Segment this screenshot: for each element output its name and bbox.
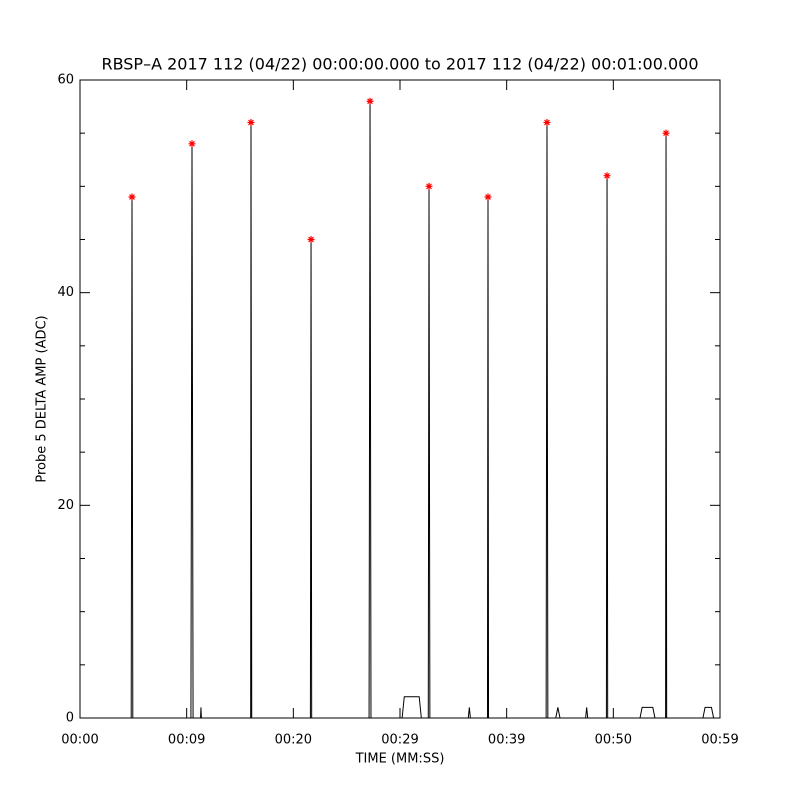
plot-frame <box>79 79 721 719</box>
peak-marker <box>543 119 551 127</box>
y-tick-label: 60 <box>57 73 74 88</box>
data-line <box>80 101 720 719</box>
peak-marker <box>128 193 136 201</box>
chart-title: RBSP–A 2017 112 (04/22) 00:00:00.000 to … <box>101 55 698 74</box>
x-tick-label: 00:29 <box>381 733 418 748</box>
x-tick-label: 00:20 <box>275 733 312 748</box>
x-tick-label: 00:50 <box>595 733 632 748</box>
x-tick-label: 00:00 <box>61 733 98 748</box>
x-axis-label: TIME (MM:SS) <box>355 752 445 767</box>
y-tick-label: 0 <box>66 711 74 726</box>
peak-marker <box>307 236 315 243</box>
x-tick-label: 00:39 <box>488 733 525 748</box>
peak-marker <box>484 193 492 201</box>
y-tick-label: 40 <box>57 285 74 300</box>
peak-marker <box>247 119 255 127</box>
peak-marker <box>662 129 670 137</box>
x-tick-label: 00:59 <box>701 733 738 748</box>
peak-marker <box>366 97 374 105</box>
peak-marker <box>425 182 433 190</box>
peak-marker <box>603 172 611 180</box>
peak-marker <box>188 140 196 148</box>
y-axis-label: Probe 5 DELTA AMP (ADC) <box>35 315 50 482</box>
x-tick-label: 00:09 <box>168 733 205 748</box>
y-tick-label: 20 <box>57 498 74 513</box>
